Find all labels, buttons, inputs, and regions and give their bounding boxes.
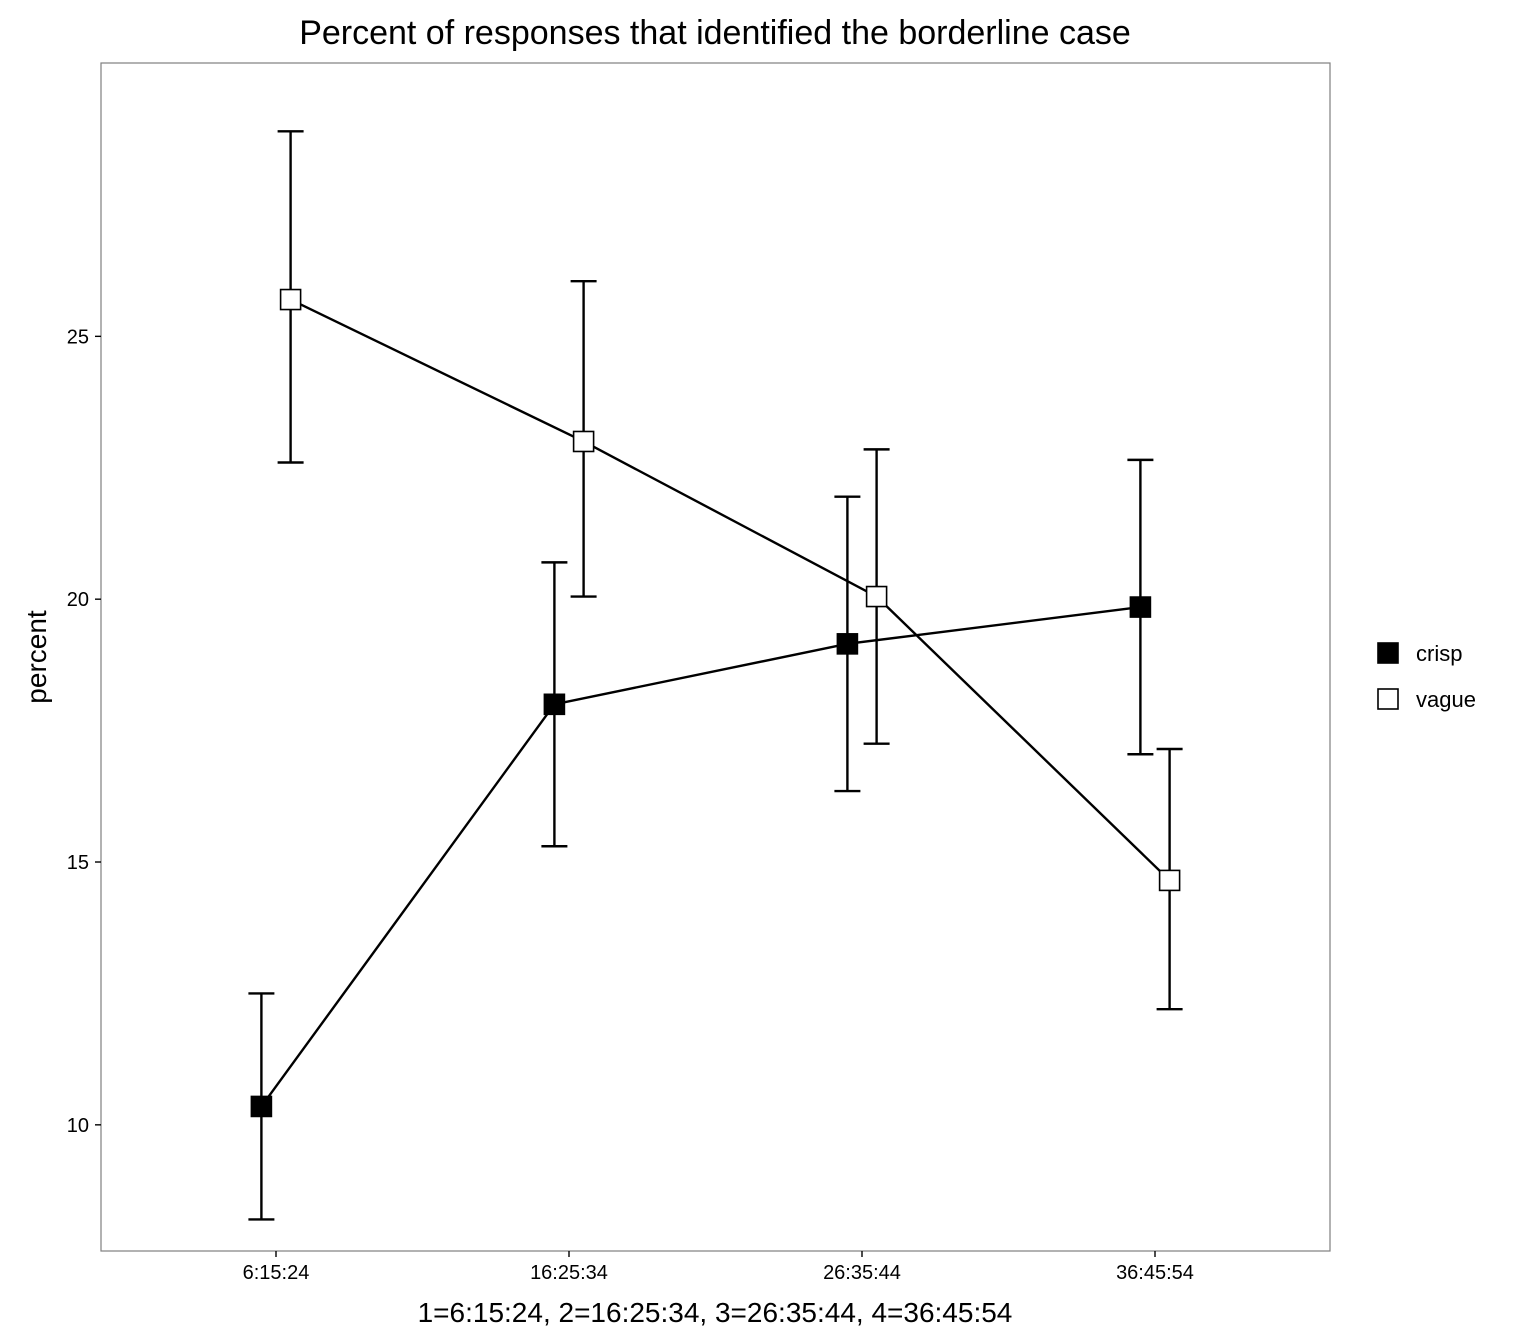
- legend-key-crisp: [1377, 642, 1399, 664]
- x-tick-label: 26:35:44: [823, 1262, 901, 1284]
- legend-label-vague: vague: [1416, 687, 1476, 712]
- data-point-crisp: [1129, 596, 1152, 618]
- series-points: [250, 288, 1181, 1118]
- x-tick-label: 36:45:54: [1116, 1262, 1194, 1284]
- y-tick-label: 15: [67, 852, 89, 874]
- y-tick-label: 10: [67, 1115, 89, 1137]
- data-point-vague: [279, 288, 302, 311]
- error-bars: [248, 130, 1183, 1221]
- legend-label-crisp: crisp: [1416, 641, 1462, 666]
- data-point-crisp: [250, 1095, 273, 1118]
- data-point-crisp: [543, 693, 566, 716]
- data-point-vague: [572, 430, 595, 453]
- data-point-vague: [865, 585, 888, 608]
- x-axis: 6:15:24 16:25:34 26:35:44 36:45:54: [243, 1251, 1194, 1284]
- x-tick-label: 6:15:24: [243, 1262, 310, 1284]
- x-tick-label: 16:25:34: [530, 1262, 608, 1284]
- series-line-vague: [290, 298, 1171, 882]
- legend: crisp vague: [1377, 641, 1476, 712]
- y-tick-label: 20: [67, 589, 89, 611]
- legend-key-vague: [1377, 688, 1399, 710]
- series-layer: [248, 130, 1183, 1221]
- y-axis: 10 15 20 25: [67, 326, 101, 1137]
- y-tick-label: 25: [67, 326, 89, 348]
- y-axis-title: percent: [21, 610, 52, 704]
- series-line-crisp: [260, 605, 1141, 1108]
- series-lines: [260, 298, 1171, 1108]
- plot-panel: [100, 62, 1331, 1252]
- x-axis-title: 1=6:15:24, 2=16:25:34, 3=26:35:44, 4=36:…: [418, 1297, 1013, 1328]
- legend-item-vague: vague: [1377, 687, 1476, 712]
- data-point-vague: [1158, 869, 1181, 892]
- legend-item-crisp: crisp: [1377, 641, 1462, 666]
- data-point-crisp: [836, 633, 859, 655]
- chart-title: Percent of responses that identified the…: [299, 14, 1131, 52]
